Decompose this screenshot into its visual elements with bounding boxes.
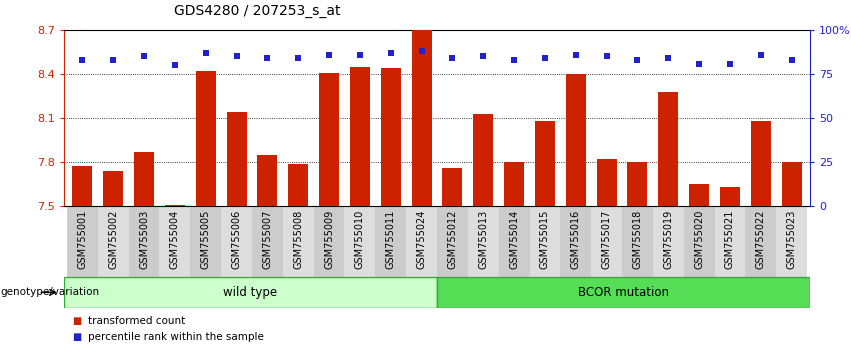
Bar xyxy=(129,206,159,277)
Text: GDS4280 / 207253_s_at: GDS4280 / 207253_s_at xyxy=(174,4,341,18)
Bar xyxy=(345,206,375,277)
Bar xyxy=(103,171,123,206)
Bar xyxy=(627,162,648,206)
Bar xyxy=(715,206,745,277)
Text: GSM755020: GSM755020 xyxy=(694,210,704,269)
Text: GSM755023: GSM755023 xyxy=(786,210,797,269)
Bar xyxy=(499,206,529,277)
Bar xyxy=(529,206,560,277)
Text: GSM755022: GSM755022 xyxy=(756,210,766,269)
Bar xyxy=(473,114,494,206)
Text: GSM755003: GSM755003 xyxy=(139,210,149,269)
Bar xyxy=(745,206,776,277)
Text: transformed count: transformed count xyxy=(88,315,185,326)
Bar xyxy=(437,206,468,277)
Bar xyxy=(159,206,191,277)
Bar xyxy=(196,71,215,206)
Bar xyxy=(72,166,93,206)
Bar xyxy=(314,206,345,277)
Text: GSM755016: GSM755016 xyxy=(571,210,580,269)
Text: GSM755002: GSM755002 xyxy=(108,210,118,269)
Text: GSM755011: GSM755011 xyxy=(386,210,396,269)
Bar xyxy=(751,121,771,206)
Bar xyxy=(443,168,462,206)
Text: GSM755017: GSM755017 xyxy=(602,210,612,269)
Bar xyxy=(504,162,524,206)
Text: GSM755004: GSM755004 xyxy=(170,210,180,269)
Text: BCOR mutation: BCOR mutation xyxy=(578,286,669,299)
Bar xyxy=(560,206,591,277)
Text: GSM755006: GSM755006 xyxy=(231,210,242,269)
Bar xyxy=(226,112,247,206)
Text: GSM755009: GSM755009 xyxy=(324,210,334,269)
Text: GSM755013: GSM755013 xyxy=(478,210,488,269)
Text: GSM755015: GSM755015 xyxy=(540,210,550,269)
Bar xyxy=(319,73,339,206)
Text: GSM755024: GSM755024 xyxy=(417,210,426,269)
Bar xyxy=(468,206,499,277)
Bar xyxy=(720,187,740,206)
Text: GSM755021: GSM755021 xyxy=(725,210,735,269)
Bar xyxy=(683,206,715,277)
Bar xyxy=(67,206,98,277)
Bar xyxy=(776,206,807,277)
Text: GSM755010: GSM755010 xyxy=(355,210,365,269)
Bar xyxy=(252,206,283,277)
Bar xyxy=(412,30,431,206)
Bar xyxy=(375,206,406,277)
Text: percentile rank within the sample: percentile rank within the sample xyxy=(88,332,264,342)
Text: ■: ■ xyxy=(72,332,82,342)
Text: GSM755007: GSM755007 xyxy=(262,210,272,269)
Bar xyxy=(257,155,277,206)
Text: GSM755018: GSM755018 xyxy=(632,210,643,269)
Bar xyxy=(134,152,154,206)
Bar xyxy=(288,164,308,206)
Bar xyxy=(659,92,678,206)
Text: GSM755008: GSM755008 xyxy=(294,210,303,269)
Bar xyxy=(622,206,653,277)
Bar xyxy=(350,67,370,206)
Bar xyxy=(406,206,437,277)
Bar xyxy=(437,277,810,308)
Bar xyxy=(221,206,252,277)
Text: GSM755001: GSM755001 xyxy=(77,210,88,269)
Bar xyxy=(781,162,802,206)
Text: GSM755019: GSM755019 xyxy=(663,210,673,269)
Text: GSM755012: GSM755012 xyxy=(448,210,457,269)
Bar xyxy=(566,74,585,206)
Bar xyxy=(64,277,437,308)
Text: ■: ■ xyxy=(72,315,82,326)
Bar xyxy=(653,206,683,277)
Text: GSM755005: GSM755005 xyxy=(201,210,211,269)
Bar xyxy=(597,159,617,206)
Bar xyxy=(380,68,401,206)
Text: GSM755014: GSM755014 xyxy=(509,210,519,269)
Text: genotype/variation: genotype/variation xyxy=(1,287,100,297)
Text: wild type: wild type xyxy=(223,286,277,299)
Bar xyxy=(591,206,622,277)
Bar xyxy=(689,184,709,206)
Bar xyxy=(191,206,221,277)
Bar xyxy=(283,206,314,277)
Bar xyxy=(98,206,129,277)
Bar xyxy=(165,205,185,206)
Bar xyxy=(535,121,555,206)
